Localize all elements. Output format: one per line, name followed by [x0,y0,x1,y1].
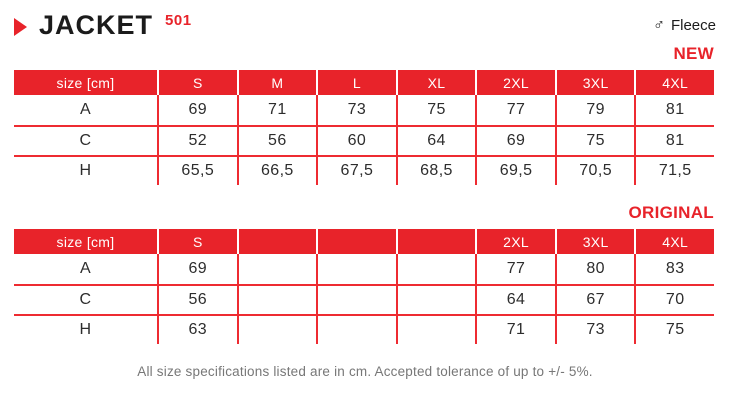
size-value-cell: 71,5 [634,155,714,185]
size-value-cell [395,314,476,344]
size-value-cell: 68,5 [395,155,476,185]
page-header: JACKET 501 ♂ Fleece [0,0,730,39]
size-value-cell [316,314,396,344]
size-value-cell [316,254,396,284]
size-table-original: size [cm] S 2XL 3XL 4XL A 69 77 80 83 C 56 64 67 70 H 63… [14,229,714,344]
section-label-original: ORIGINAL [628,203,714,222]
size-value-cell: 70 [634,284,714,314]
product-title-group: JACKET 501 [14,12,192,39]
measure-row-label: A [79,260,92,277]
size-value-cell: 79 [554,95,635,125]
size-value-cell: 81 [634,125,714,155]
arrow-bullet-icon [14,17,27,36]
size-header-cell: M [236,70,317,95]
size-value-cell: 64 [395,125,476,155]
size-unit-header-cell: size [cm] [14,229,157,254]
size-value-cell: 56 [236,125,317,155]
size-value-cell: 75 [634,314,714,344]
size-header-cell [236,229,317,254]
size-header-cell [395,229,476,254]
size-value-cell: 75 [554,125,635,155]
size-header-cell: 2XL [475,229,555,254]
size-header-cell: 3XL [554,229,635,254]
size-header-cell: S [157,229,237,254]
size-header-cell: XL [395,70,476,95]
measure-row-label: H [14,314,157,344]
male-icon: ♂ [652,16,665,34]
product-title: JACKET [39,10,154,40]
section-label-new: NEW [673,44,714,63]
size-header-cell: 4XL [634,229,714,254]
measure-row-label: C [14,284,157,314]
size-value-cell: 52 [157,125,237,155]
size-header-cell: 2XL [475,70,555,95]
size-value-cell: 56 [157,284,237,314]
size-value-cell: 73 [316,95,396,125]
measure-row-label: C [14,125,157,155]
size-value-cell: 71 [236,95,317,125]
size-value-cell: 77 [475,254,555,284]
size-value-cell: 65,5 [157,155,237,185]
size-header-cell: S [157,70,237,95]
size-header-cell [316,229,396,254]
material-label: Fleece [670,17,716,34]
size-value-cell: 69 [157,95,237,125]
tolerance-footnote: All size specifications listed are in cm… [137,364,593,379]
size-value-cell [395,284,476,314]
size-value-cell: 83 [634,254,714,284]
size-value-cell: 67,5 [316,155,396,185]
size-value-cell [395,254,476,284]
size-value-cell: 66,5 [236,155,317,185]
size-value-cell: 70,5 [554,155,635,185]
size-table-new: size [cm] S M L XL 2XL 3XL 4XL A 69 71 73 75 77 79 81 C 5… [14,70,714,185]
material-label-group: ♂ Fleece [653,17,716,34]
measure-row-label: A [79,101,92,118]
size-value-cell: 75 [395,95,476,125]
size-value-cell: 77 [475,95,555,125]
size-header-cell: L [316,70,396,95]
size-value-cell: 64 [475,284,555,314]
size-value-cell [236,254,317,284]
size-value-cell: 69,5 [475,155,555,185]
size-unit-header-cell: size [cm] [14,70,157,95]
size-value-cell: 81 [634,95,714,125]
size-header-cell: 3XL [554,70,635,95]
size-value-cell: 69 [475,125,555,155]
size-value-cell: 69 [157,254,237,284]
size-value-cell: 63 [157,314,237,344]
size-value-cell: 67 [554,284,635,314]
size-header-cell: 4XL [634,70,714,95]
product-code: 501 [165,12,192,29]
size-value-cell [236,314,317,344]
size-value-cell: 60 [316,125,396,155]
size-value-cell [316,284,396,314]
size-value-cell [236,284,317,314]
size-value-cell: 73 [554,314,635,344]
size-value-cell: 80 [554,254,635,284]
measure-row-label: H [14,155,157,185]
size-value-cell: 71 [475,314,555,344]
